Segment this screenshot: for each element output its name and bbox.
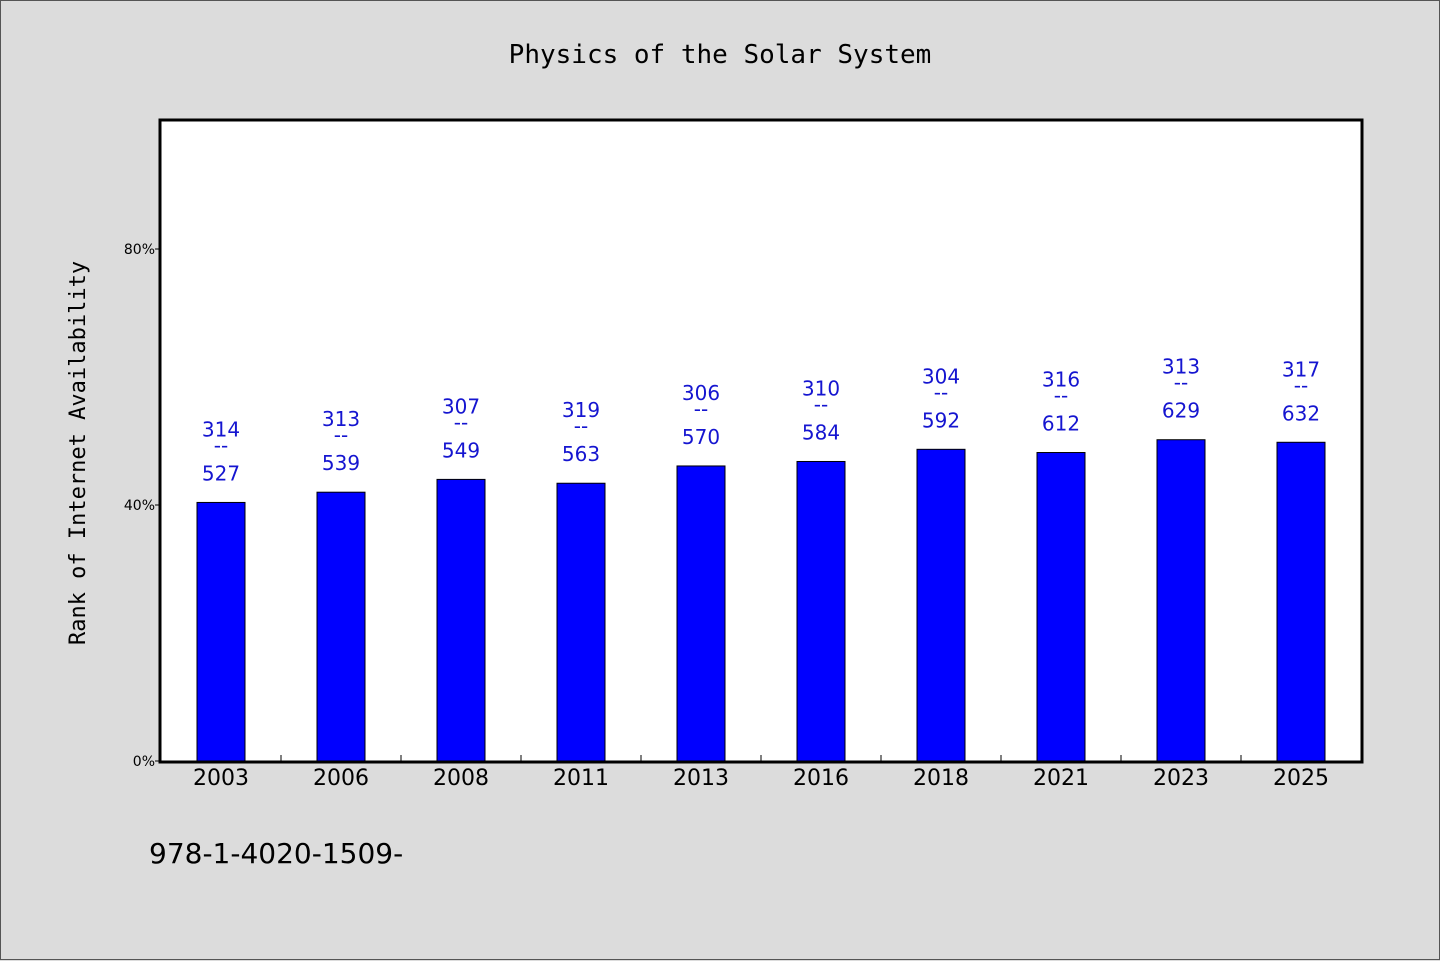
data-label-2025-mid: -- xyxy=(1294,373,1308,397)
data-label-2023-bottom: 629 xyxy=(1162,399,1200,423)
data-label-2016-mid: -- xyxy=(814,392,828,416)
data-label-2018-bottom: 592 xyxy=(922,408,960,432)
x-tick-label-2006: 2006 xyxy=(313,766,369,791)
data-label-2021-bottom: 612 xyxy=(1042,412,1080,436)
data-label-2003-top: 314 xyxy=(202,417,240,441)
bar-2021 xyxy=(1036,452,1086,762)
data-label-2013-top: 306 xyxy=(682,381,720,405)
y-axis: 0% 40% 80% xyxy=(124,242,161,770)
x-tick-label-2011: 2011 xyxy=(553,766,609,791)
data-label-2016-bottom: 584 xyxy=(802,420,840,444)
bar-2025 xyxy=(1276,441,1326,762)
x-tick-label-2008: 2008 xyxy=(433,766,489,791)
data-label-2018-mid: -- xyxy=(934,380,948,404)
data-label-2008-bottom: 549 xyxy=(442,438,480,462)
bar-2023 xyxy=(1156,439,1206,762)
x-tick-label-2023: 2023 xyxy=(1153,766,1209,791)
data-label-2025-bottom: 632 xyxy=(1282,401,1320,425)
y-tick-label-40: 40% xyxy=(124,498,155,514)
data-label-2003-bottom: 527 xyxy=(202,461,240,485)
bars-group xyxy=(196,439,1326,762)
data-label-2013-mid: -- xyxy=(694,397,708,421)
data-label-2021-top: 316 xyxy=(1042,368,1080,392)
x-axis: 2003 2006 2008 2011 2013 2016 2018 2021 2023 2025 xyxy=(193,755,1329,791)
chart-title: Physics of the Solar System xyxy=(509,40,932,70)
x-tick-label-2021: 2021 xyxy=(1033,766,1089,791)
footer-isbn-text: 978-1-4020-1509- xyxy=(149,837,403,870)
data-label-2006-bottom: 539 xyxy=(322,451,360,475)
data-label-2023-mid: -- xyxy=(1174,371,1188,395)
bar-2006 xyxy=(316,491,366,762)
bar-2013 xyxy=(676,465,726,762)
bar-2016 xyxy=(796,460,846,762)
y-tick-label-80: 80% xyxy=(124,242,155,258)
x-tick-label-2013: 2013 xyxy=(673,766,729,791)
data-label-2023-top: 313 xyxy=(1162,355,1200,379)
data-label-2021-mid: -- xyxy=(1054,384,1068,408)
data-label-2003-mid: -- xyxy=(214,433,228,457)
data-label-2016-top: 310 xyxy=(802,376,840,400)
data-label-2025-top: 317 xyxy=(1282,357,1320,381)
data-label-2006-top: 313 xyxy=(322,407,360,431)
data-label-2018-top: 304 xyxy=(922,364,960,388)
y-axis-label: Rank of Internet Availability xyxy=(66,261,91,645)
data-label-2011-top: 319 xyxy=(562,398,600,422)
data-label-2011-bottom: 563 xyxy=(562,442,600,466)
data-label-2008-mid: -- xyxy=(454,410,468,434)
y-tick-label-0: 0% xyxy=(133,754,155,770)
bar-2018 xyxy=(916,448,966,762)
data-label-2006-mid: -- xyxy=(334,423,348,447)
data-label-2008-top: 307 xyxy=(442,394,480,418)
data-label-2011-mid: -- xyxy=(574,414,588,438)
bar-2003 xyxy=(196,501,246,762)
bar-2011 xyxy=(556,482,606,762)
data-label-2013-bottom: 570 xyxy=(682,425,720,449)
data-labels-group: 314--527313--539307--549319--563306--570… xyxy=(202,355,1320,486)
x-tick-label-2016: 2016 xyxy=(793,766,849,791)
x-tick-label-2018: 2018 xyxy=(913,766,969,791)
x-tick-label-2003: 2003 xyxy=(193,766,249,791)
x-tick-label-2025: 2025 xyxy=(1273,766,1329,791)
bar-2008 xyxy=(436,478,486,762)
